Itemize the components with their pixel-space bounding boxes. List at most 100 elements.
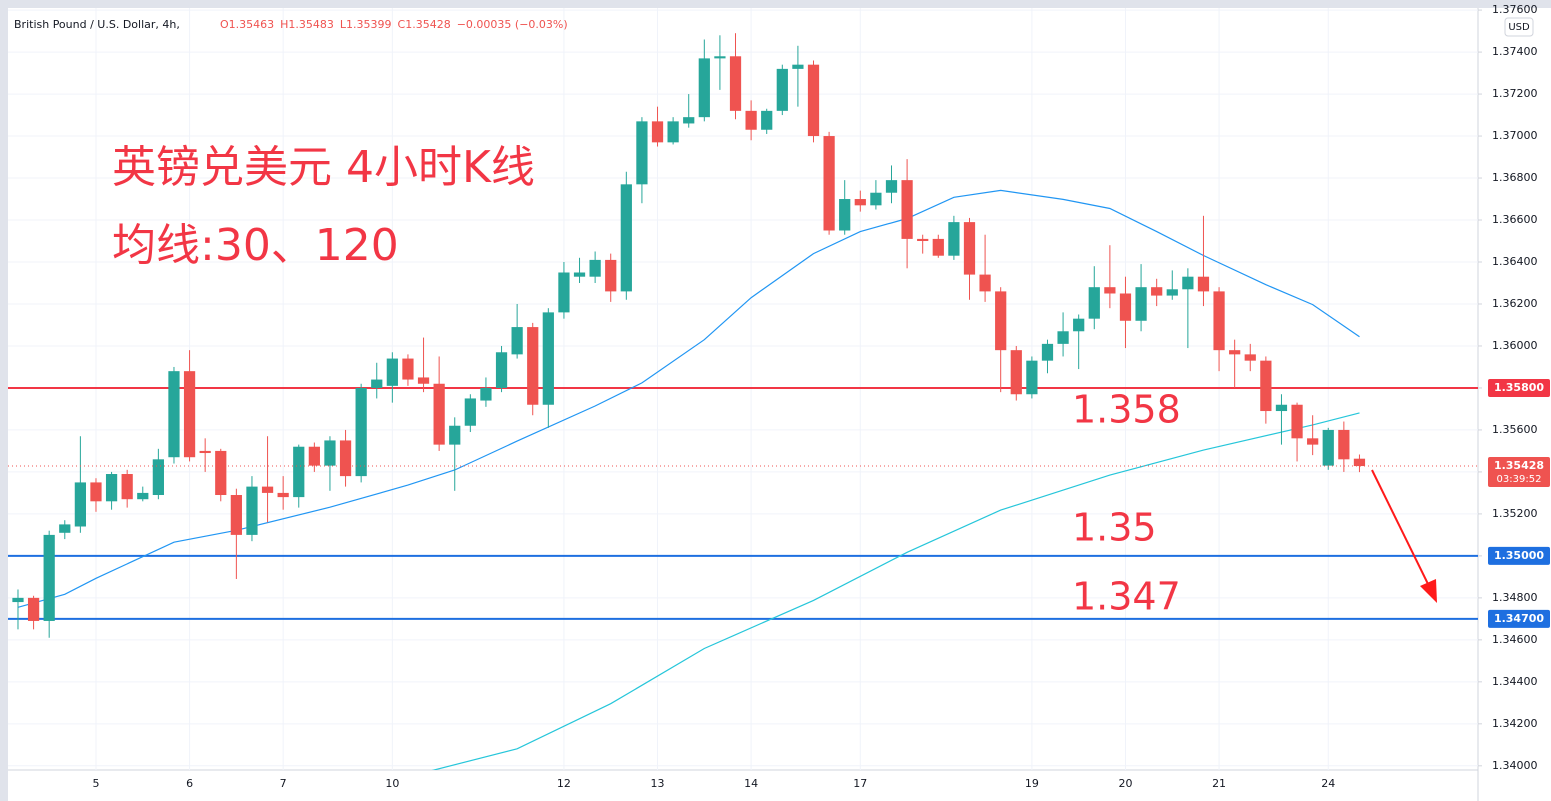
candle-body	[698, 58, 710, 118]
x-tick-label: 20	[1118, 777, 1132, 790]
candle-body	[59, 524, 71, 533]
candle-body	[1307, 438, 1319, 445]
countdown-label: 03:39:52	[1497, 474, 1542, 485]
annotation: 1.347	[1072, 575, 1181, 619]
y-tick-label: 1.36800	[1492, 171, 1538, 184]
candle-body	[870, 192, 882, 206]
candle-body	[885, 180, 898, 193]
level-label: 1.35800	[1494, 381, 1544, 394]
candle-body	[1338, 429, 1350, 460]
y-tick-label: 1.37000	[1492, 129, 1538, 142]
candle-body	[901, 180, 913, 239]
last-price-box	[1488, 457, 1550, 488]
candle-body	[932, 238, 944, 256]
candle-body	[1151, 287, 1163, 296]
candle-body	[1088, 287, 1100, 319]
level-label: 1.34700	[1494, 612, 1544, 625]
candle-body	[1073, 318, 1085, 332]
y-tick-label: 1.36000	[1492, 339, 1538, 352]
y-tick-label: 1.34400	[1492, 675, 1538, 688]
candle-body	[371, 379, 383, 388]
candle-body	[277, 492, 289, 498]
candle-body	[199, 450, 211, 454]
candle-body	[105, 474, 118, 502]
candle-body	[620, 184, 632, 292]
symbol-title: British Pound / U.S. Dollar, 4h,	[14, 18, 180, 31]
y-tick-label: 1.34200	[1492, 717, 1538, 730]
last-price-label: 1.35428	[1494, 459, 1544, 472]
level-label-box	[1488, 546, 1550, 565]
candle-body	[636, 121, 648, 185]
candle-body	[121, 474, 133, 500]
arrow-head	[1420, 579, 1437, 603]
candle-body	[1244, 354, 1256, 361]
currency-label: USD	[1508, 22, 1530, 33]
candle-body	[293, 446, 305, 498]
candle-body	[995, 291, 1007, 351]
candle-body	[979, 274, 991, 292]
candle-body	[168, 371, 180, 458]
y-tick-label: 1.37600	[1492, 3, 1538, 16]
x-tick-label: 14	[744, 777, 758, 790]
annotation: 均线:30、120	[112, 220, 399, 271]
candle-body	[324, 440, 336, 466]
ohlc-legend-item: C1.35428	[398, 18, 451, 31]
y-tick-label: 1.35600	[1492, 423, 1538, 436]
candle-body	[1104, 287, 1116, 294]
candle-body	[573, 272, 586, 277]
y-tick-label: 1.34000	[1492, 759, 1538, 772]
level-label-box	[1488, 378, 1550, 397]
candle-body	[1057, 331, 1069, 344]
candle-body	[74, 482, 86, 527]
candle-body	[1010, 350, 1022, 395]
candle-body	[355, 387, 367, 477]
candle-body	[839, 199, 851, 231]
candle-body	[12, 597, 24, 603]
y-tick-label: 1.36600	[1492, 213, 1538, 226]
candle-body	[449, 425, 461, 445]
candle-body	[729, 56, 742, 111]
candle-body	[917, 238, 929, 242]
candle-body	[152, 459, 164, 496]
y-tick-label: 1.37200	[1492, 87, 1538, 100]
level-label: 1.35000	[1494, 549, 1544, 562]
x-tick-label: 21	[1212, 777, 1226, 790]
candle-body	[511, 327, 523, 355]
candle-body	[1213, 291, 1225, 351]
x-tick-label: 24	[1321, 777, 1335, 790]
candle-body	[823, 136, 835, 231]
candle-body	[948, 222, 960, 256]
y-tick-label: 1.34600	[1492, 633, 1538, 646]
candle-body	[1182, 276, 1194, 290]
candle-body	[1291, 404, 1303, 439]
candle-body	[433, 383, 445, 445]
candle-body	[1322, 429, 1334, 466]
x-tick-label: 13	[651, 777, 665, 790]
annotation: 1.358	[1072, 388, 1181, 432]
ohlc-legend-item: −0.00035 (−0.03%)	[457, 18, 568, 31]
candle-body	[386, 358, 398, 386]
y-tick-label: 1.37400	[1492, 45, 1538, 58]
candle-body	[963, 222, 976, 275]
arrow-shaft	[1371, 469, 1429, 585]
candle-body	[776, 68, 788, 111]
background	[8, 8, 1551, 801]
candle-body	[308, 446, 320, 466]
level-label-box	[1488, 609, 1550, 628]
candle-body	[542, 312, 554, 405]
ohlc-legend-item: H1.35483	[280, 18, 334, 31]
currency-box	[1504, 17, 1534, 37]
candle-body	[651, 121, 664, 143]
candle-body	[1229, 350, 1241, 355]
x-tick-label: 5	[92, 777, 99, 790]
candle-body	[761, 110, 773, 130]
moving-average	[431, 412, 1360, 770]
candle-body	[683, 117, 695, 124]
candle-body	[1166, 289, 1178, 296]
candle-body	[1275, 404, 1288, 412]
candle-body	[1026, 360, 1038, 395]
candle-body	[246, 486, 258, 535]
candle-body	[605, 259, 617, 292]
candle-body	[667, 121, 679, 143]
candle-body	[1260, 360, 1272, 412]
